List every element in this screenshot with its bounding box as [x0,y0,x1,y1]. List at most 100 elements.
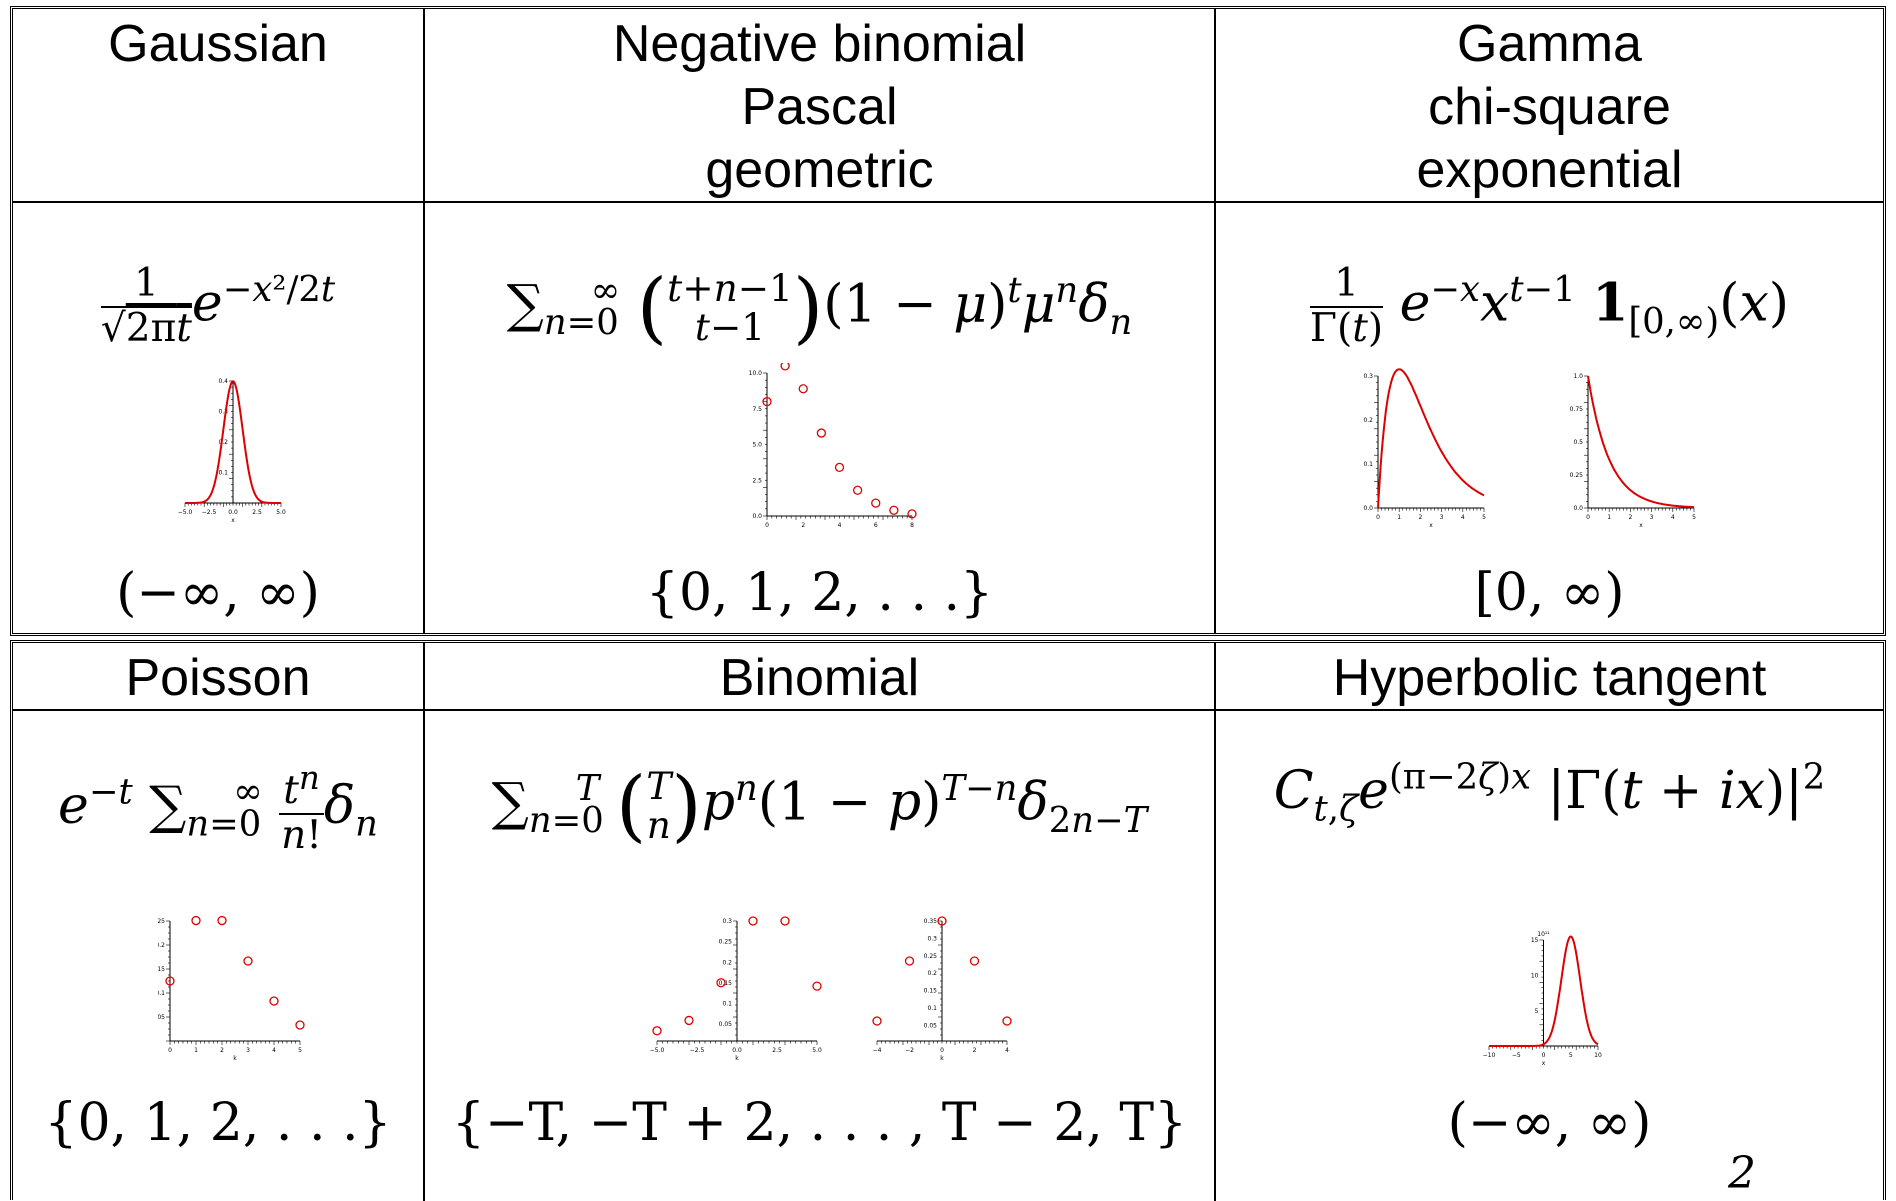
data-point [762,396,772,407]
data-point [191,915,201,926]
y-tick-label: 0.3 [722,918,732,925]
data-point [907,509,917,519]
x-tick-label: 0 [168,1047,172,1054]
data-point [812,981,822,991]
x-tick-label: 4 [1461,514,1465,521]
cell-negative-binomial: ∑n=0∞ (t+n−1 t−1)(1 − μ)tμnδn 0 2 4 6 8 0.0 2.5… [425,203,1216,633]
y-tick-label: 0.0 [752,513,762,520]
y-tick-label: 2.5 [752,477,762,484]
support-binomial: {−T, −T + 2, . . . , T − 2, T} [451,1093,1188,1153]
plot-gaussian: −5.0 −2.5 0.0 2.5 5.0 0.1 0.2 0.3 0.4 x [178,378,286,524]
y-tick-label: 0.25 [158,918,165,925]
header-binomial: Binomial [425,643,1216,709]
x-axis-label: x [231,517,235,524]
distribution-table-top: Gaussian Negative binomial Pascal geomet… [10,6,1886,636]
y-tick-label: 0.0 [1573,505,1583,512]
data-point [969,956,980,966]
x-tick-label: 10 [1594,1052,1602,1059]
plot-exponential: 0 1 2 3 4 5 0.0 0.25 0.5 0.75 1.0 x [1570,373,1696,529]
data-point [217,915,227,926]
y-tick-label: 0.1 [1363,461,1373,468]
y-tick-label: 10 [1531,973,1539,980]
distribution-table-bottom: Poisson Binomial Hyperbolic tangent e−t … [10,640,1886,1201]
plot-binomial-2: −4 −2 0 2 4 0.05 0.1 0.15 0.2 0.25 0.3 0.35 k [872,916,1012,1062]
x-tick-label: 3 [246,1047,250,1054]
header-gamma-line3: exponential [1416,141,1683,199]
y-tick-label: 0.2 [722,959,732,966]
x-tick-label: −2.5 [690,1047,705,1054]
body-row: 1 √2πt e−x²/2t −5.0 −2.5 0.0 2.5 5.0 0.1 0.2 0.3 0… [13,203,1883,633]
x-tick-label: −5.0 [650,1047,665,1054]
series-line [1587,375,1694,509]
y-scale-label: 10¹¹ [1537,931,1550,938]
y-tick-label: 5 [1535,1008,1539,1015]
x-tick-label: 2.5 [772,1047,782,1054]
support-hyperbolic-tangent: (−∞, ∞) [1447,1093,1652,1153]
y-tick-label: 0.5 [1573,439,1583,446]
x-tick-label: 2.5 [252,509,262,516]
y-tick-label: 0.1 [218,470,228,477]
y-tick-label: 0.2 [218,439,228,446]
support-negative-binomial: {0, 1, 2, . . .} [645,563,994,623]
cell-hyperbolic-tangent: Ct,ζe(π−2ζ)x |Γ(t + ix)|2 −10 −5 0 5 10 5 10 15… [1216,711,1883,1201]
x-tick-label: 5.0 [276,509,286,516]
header-row-2: Poisson Binomial Hyperbolic tangent [13,643,1883,711]
x-tick-label: 0 [765,522,769,529]
data-point [716,978,726,988]
series-line [1489,935,1599,1047]
x-tick-label: 5 [1569,1052,1573,1059]
x-tick-label: 0.0 [732,1047,742,1054]
x-tick-label: 0 [1586,514,1590,521]
formula-hyperbolic-tangent: Ct,ζe(π−2ζ)x |Γ(t + ix)|2 [1273,756,1826,830]
data-point [937,916,947,926]
x-tick-label: 1 [1607,514,1611,521]
y-tick-label: 0.2 [1363,417,1373,424]
header-row: Gaussian Negative binomial Pascal geomet… [13,9,1883,203]
x-axis-label: k [940,1055,944,1062]
x-axis-label: x [1429,522,1433,529]
y-tick-label: 0.75 [1570,406,1584,413]
x-tick-label: 5 [1692,514,1696,521]
x-tick-label: 5.0 [812,1047,822,1054]
y-tick-label: 0.1 [722,1001,732,1008]
header-gamma-line2: chi-square [1428,78,1671,136]
y-tick-label: 0.15 [924,988,938,995]
x-axis-label: x [1542,1060,1546,1067]
y-tick-label: 0.15 [158,966,165,973]
data-point [165,976,175,986]
x-tick-label: 2 [220,1047,224,1054]
page-number: 2 [1728,1148,1756,1199]
x-tick-label: 5 [298,1047,302,1054]
header-negative-binomial: Negative binomial Pascal geometric [425,9,1216,201]
data-point [816,428,827,438]
plot-poisson: 0 1 2 3 4 5 0.05 0.1 0.15 0.2 0.25 k [158,915,305,1062]
support-gamma: [0, ∞) [1474,563,1625,623]
x-tick-label: −10 [1483,1052,1496,1059]
data-point [1002,1016,1012,1026]
data-point [748,916,758,926]
y-tick-label: 0.25 [924,953,938,960]
x-tick-label: −4 [873,1047,882,1054]
x-tick-label: −2 [905,1047,914,1054]
y-tick-label: 0.2 [158,942,165,949]
x-tick-label: 3 [1440,514,1444,521]
data-point [889,505,899,515]
formula-binomial: ∑n=0T (T n)pn(1 − p)T−nδ2n−T [491,761,1148,851]
series-line [185,380,281,504]
x-tick-label: −5.0 [178,509,193,516]
support-gaussian: (−∞, ∞) [116,563,320,623]
header-gamma-line1: Gamma [1457,15,1642,73]
formula-gaussian: 1 √2πt e−x²/2t [100,261,336,351]
x-tick-label: 2 [801,522,805,529]
y-tick-label: 0.3 [927,935,937,942]
plot-hyperbolic-tangent: −10 −5 0 5 10 5 10 15 x 10¹¹ [1483,931,1602,1067]
data-point [904,956,915,966]
data-point [871,498,881,508]
y-tick-label: 10.0 [749,370,763,377]
series-line [1377,368,1485,509]
y-tick-label: 0.35 [924,918,938,925]
x-tick-label: 1 [1397,514,1401,521]
y-tick-label: 0.05 [924,1022,938,1029]
data-point [269,996,279,1006]
x-tick-label: 1 [194,1047,198,1054]
